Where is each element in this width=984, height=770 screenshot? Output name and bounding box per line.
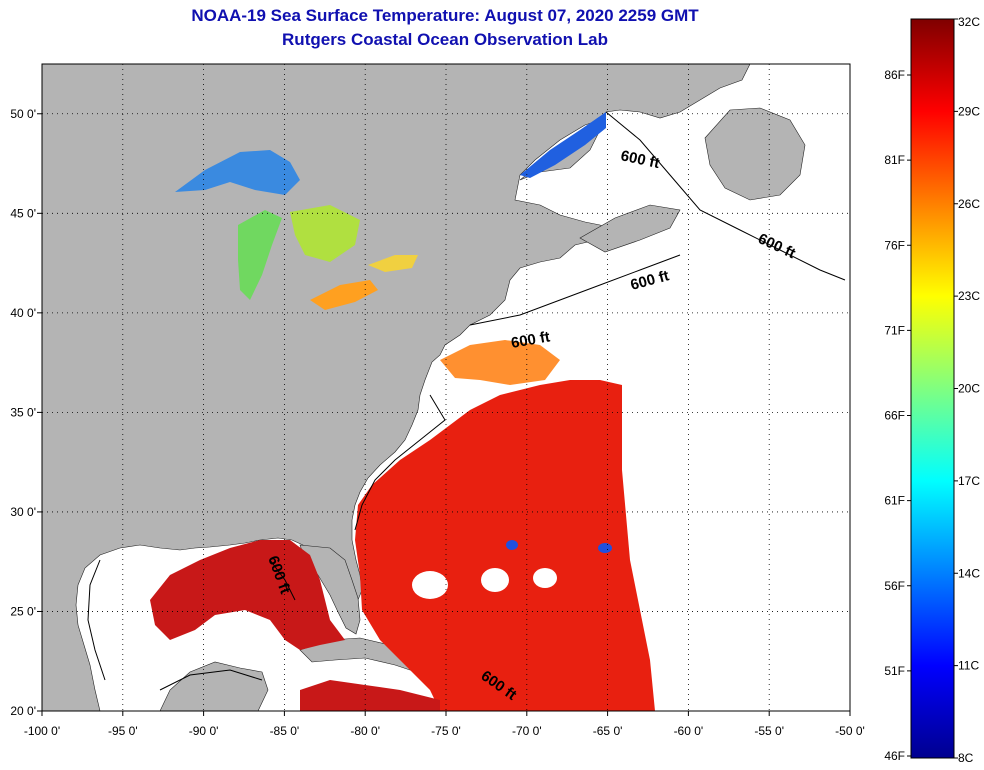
land-north-america (42, 64, 751, 711)
lake-erie (310, 280, 378, 310)
colorbar-celsius-label: 14C (958, 566, 980, 580)
colorbar-fahrenheit-label: 66F (884, 409, 905, 423)
lat-tick-label: 40 0' (10, 306, 36, 320)
lake-superior (175, 150, 300, 195)
lat-tick-label: 35 0' (10, 405, 36, 419)
cloud-gap (412, 571, 448, 599)
colorbar-celsius-label: 29C (958, 104, 980, 118)
lon-tick-label: -95 0' (108, 724, 138, 738)
colorbar-celsius-label: 8C (958, 751, 974, 765)
contour-label-600ft: 600 ft (510, 328, 552, 352)
depth-contours (87, 111, 846, 691)
cloud-gap (533, 568, 557, 588)
lon-tick-label: -100 0' (24, 724, 60, 738)
lon-tick-label: -55 0' (754, 724, 784, 738)
cool-patch (598, 543, 612, 553)
lake-huron (290, 205, 360, 262)
land-newfoundland (704, 107, 806, 201)
land-nova-scotia (579, 204, 681, 253)
map-title: NOAA-19 Sea Surface Temperature: August … (191, 6, 699, 25)
colorbar-celsius-label: 32C (958, 15, 980, 29)
lat-tick-label: 20 0' (10, 704, 36, 718)
lat-tick-label: 30 0' (10, 505, 36, 519)
colorbar-fahrenheit-label: 81F (884, 153, 905, 167)
colorbar-celsius-labels: 32C 29C 26C 23C 20C 17C 14C 11C 8C (954, 15, 980, 765)
lon-tick-label: -65 0' (593, 724, 623, 738)
colorbar-fahrenheit-label: 71F (884, 323, 905, 337)
colorbar-fahrenheit-label: 76F (884, 238, 905, 252)
colorbar-celsius-label: 11C (958, 659, 979, 673)
cool-patch (506, 540, 518, 550)
colorbar-celsius-label: 26C (958, 197, 980, 211)
colorbar-celsius-label: 17C (958, 474, 980, 488)
land-yucatan (159, 661, 269, 711)
cloud-gap (481, 568, 509, 592)
lon-tick-label: -60 0' (674, 724, 704, 738)
colorbar-fahrenheit-label: 46F (884, 749, 905, 763)
lat-tick-label: 45 0' (10, 206, 36, 220)
colorbar-celsius-label: 20C (958, 382, 980, 396)
colorbar-fahrenheit-label: 56F (884, 579, 905, 593)
lon-tick-label: -85 0' (270, 724, 300, 738)
sst-caribbean-warm (300, 680, 440, 711)
colorbar-fahrenheit-label: 86F (884, 68, 905, 82)
lake-ontario (368, 255, 418, 272)
sst-mid-atlantic (440, 340, 560, 385)
colorbar (910, 18, 955, 759)
st-lawrence-water (520, 112, 606, 178)
lon-tick-label: -90 0' (189, 724, 219, 738)
sst-gulf-warm (150, 540, 345, 650)
lon-tick-label: -80 0' (350, 724, 380, 738)
longitude-ticks: -100 0' -95 0' -90 0' -85 0' -80 0' -75 0' -70… (24, 711, 865, 738)
lon-tick-label: -70 0' (512, 724, 542, 738)
lon-tick-label: -75 0' (431, 724, 461, 738)
map-subtitle: Rutgers Coastal Ocean Observation Lab (282, 30, 608, 49)
colorbar-fahrenheit-label: 61F (884, 494, 905, 508)
lon-tick-label: -50 0' (835, 724, 865, 738)
lat-tick-label: 25 0' (10, 604, 36, 618)
latitude-ticks: 50 0' 45 0' 40 0' 35 0' 30 0' 25 0' 20 0' (10, 107, 42, 718)
lake-michigan (238, 210, 282, 300)
sst-atlantic-warm (355, 380, 655, 711)
colorbar-fahrenheit-label: 51F (884, 664, 905, 678)
lat-tick-label: 50 0' (10, 107, 36, 121)
colorbar-celsius-label: 23C (958, 289, 980, 303)
colorbar-fahrenheit-labels: 86F 81F 76F 71F 66F 61F 56F 51F 46F (884, 68, 911, 763)
